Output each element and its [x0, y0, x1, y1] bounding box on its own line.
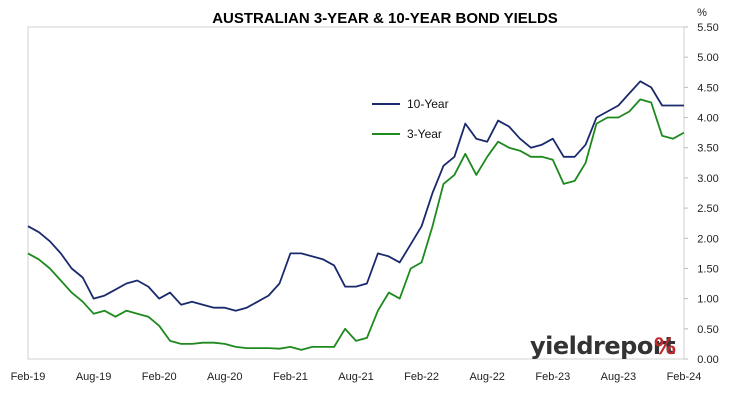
svg-text:%: % [654, 335, 676, 360]
x-tick-label: Aug-23 [601, 371, 636, 383]
series-line-3-year [27, 98, 685, 351]
x-axis: Feb-19 Aug-19 Feb-20 Aug-20 Feb-21 Aug-21 Feb-… [11, 371, 702, 383]
x-tick-label: Feb-19 [11, 371, 46, 383]
y-axis: 0.00 0.50 1.00 1.50 2.00 2.50 3.00 3.50 4.00 4.50… [684, 22, 719, 366]
y-axis-unit: % [697, 7, 707, 19]
x-tick-label: Feb-21 [273, 371, 308, 383]
y-tick-label: 3.00 [697, 173, 718, 185]
x-tick-label: Feb-20 [142, 371, 177, 383]
series-line-10-year [27, 80, 684, 312]
x-tick-label: Feb-23 [535, 371, 570, 383]
plot-area [27, 26, 685, 360]
y-tick-label: 2.50 [697, 203, 718, 215]
svg-text:yieldreport: yieldreport [530, 332, 675, 360]
y-tick-label: 4.50 [697, 82, 718, 94]
series-layer [27, 80, 685, 351]
y-tick-label: 5.50 [697, 22, 718, 34]
y-tick-label: 0.50 [697, 324, 718, 336]
y-tick-label: 1.00 [697, 294, 718, 306]
y-tick-label: 5.00 [697, 52, 718, 64]
y-tick-label: 3.50 [697, 143, 718, 155]
y-tick-label: 2.00 [697, 233, 718, 245]
x-tick-label: Feb-22 [404, 371, 439, 383]
x-tick-label: Aug-22 [469, 371, 504, 383]
legend: 10-Year 3-Year [372, 97, 449, 141]
x-tick-label: Aug-21 [338, 371, 373, 383]
yieldreport-logo: yieldreport % [530, 332, 676, 360]
y-tick-label: 4.00 [697, 113, 718, 125]
legend-label-3-year: 3-Year [407, 127, 442, 141]
x-tick-label: Aug-19 [76, 371, 111, 383]
y-tick-label: 1.50 [697, 263, 718, 275]
y-tick-label: 0.00 [697, 354, 718, 366]
chart-title: AUSTRALIAN 3-YEAR & 10-YEAR BOND YIELDS [212, 10, 558, 27]
x-tick-label: Feb-24 [667, 371, 702, 383]
legend-label-10-year: 10-Year [407, 97, 449, 111]
x-tick-label: Aug-20 [207, 371, 242, 383]
